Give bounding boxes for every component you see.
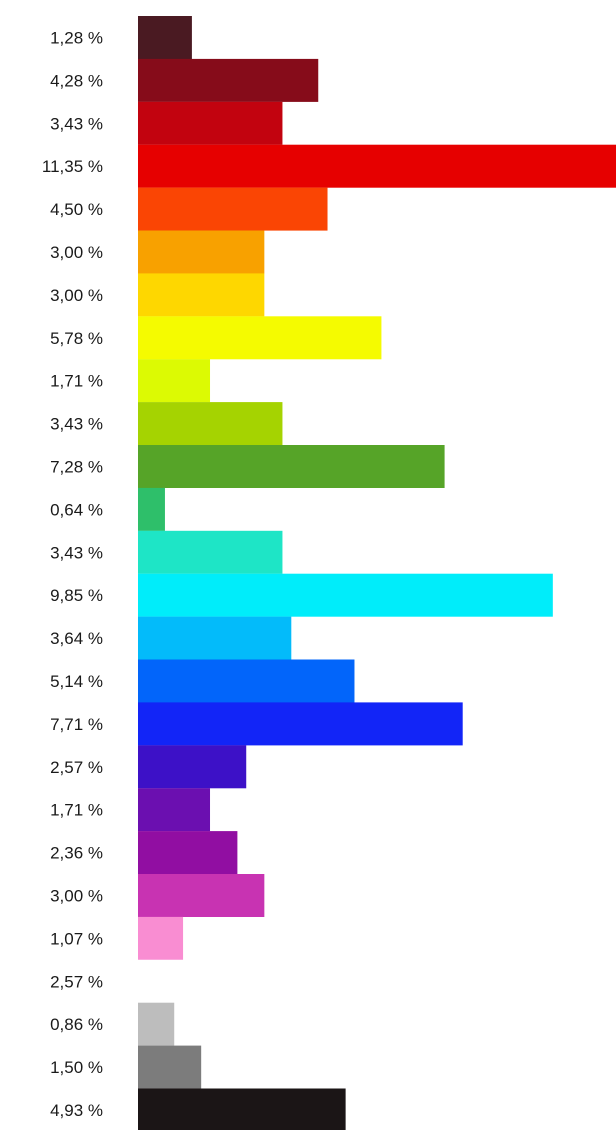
tick-label-3: 3,43 %: [50, 114, 103, 133]
tick-label-26: 4,93 %: [50, 1101, 103, 1120]
bar-24: [138, 1002, 175, 1046]
bar-20: [138, 831, 238, 875]
tick-label-10: 3,43 %: [50, 415, 103, 434]
tick-label-4: 11,35 %: [42, 157, 103, 176]
bar-12: [138, 487, 165, 531]
bar-1: [138, 16, 192, 59]
tick-label-7: 3,00 %: [50, 286, 103, 305]
tick-label-2: 4,28 %: [50, 71, 103, 90]
bar-8: [138, 316, 382, 360]
tick-label-17: 7,71 %: [50, 715, 103, 734]
bar-13: [138, 530, 283, 574]
tick-label-25: 1,50 %: [50, 1058, 103, 1077]
bar-6: [138, 230, 265, 274]
bar-3: [138, 101, 283, 145]
tick-label-9: 1,71 %: [50, 372, 103, 391]
bar-9: [138, 359, 211, 403]
bar-26: [138, 1088, 346, 1130]
tick-label-13: 3,43 %: [50, 543, 103, 562]
bar-17: [138, 702, 463, 746]
bar-25: [138, 1045, 202, 1089]
tick-label-22: 1,07 %: [50, 929, 103, 948]
bar-22: [138, 916, 184, 960]
tick-label-12: 0,64 %: [50, 500, 103, 519]
tick-label-14: 9,85 %: [50, 586, 103, 605]
tick-label-11: 7,28 %: [50, 458, 103, 477]
bar-18: [138, 745, 247, 789]
bar-2: [138, 58, 319, 102]
bar-5: [138, 187, 328, 231]
tick-label-21: 3,00 %: [50, 887, 103, 906]
bar-19: [138, 788, 211, 832]
tick-label-24: 0,86 %: [50, 1015, 103, 1034]
bar-11: [138, 445, 445, 488]
tick-label-23: 2,57 %: [50, 972, 103, 991]
bar-10: [138, 402, 283, 446]
tick-label-15: 3,64 %: [50, 629, 103, 648]
tick-label-1: 1,28 %: [50, 29, 103, 48]
bar-16: [138, 659, 355, 703]
bar-14: [138, 573, 553, 617]
tick-label-6: 3,00 %: [50, 243, 103, 262]
tick-label-5: 4,50 %: [50, 200, 103, 219]
bar-4: [138, 144, 616, 188]
tick-label-20: 2,36 %: [50, 844, 103, 863]
bar-23: [138, 959, 247, 1003]
bar-7: [138, 273, 265, 317]
tick-label-18: 2,57 %: [50, 758, 103, 777]
bar-15: [138, 616, 292, 660]
tick-label-16: 5,14 %: [50, 672, 103, 691]
tick-label-19: 1,71 %: [50, 801, 103, 820]
bar-21: [138, 874, 265, 917]
tick-label-8: 5,78 %: [50, 329, 103, 348]
